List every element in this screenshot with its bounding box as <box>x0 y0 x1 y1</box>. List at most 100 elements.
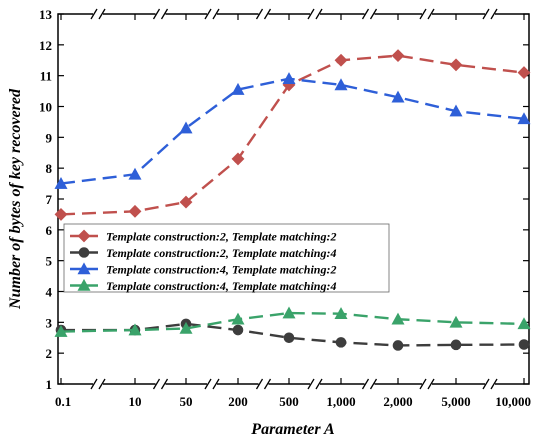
legend: Template construction:2, Template matchi… <box>63 223 390 293</box>
data-point <box>449 104 463 117</box>
data-point <box>449 58 463 72</box>
axis-break-slash <box>490 8 498 20</box>
axis-break-gap <box>155 381 166 387</box>
axis-break-slash <box>419 378 427 390</box>
axis-break-slash <box>361 378 370 390</box>
data-point <box>283 332 295 344</box>
series-4 <box>54 306 531 337</box>
data-point <box>335 337 347 348</box>
y-axis-title: Number of bytes of key recovered <box>7 88 24 310</box>
data-point <box>128 167 142 180</box>
axis-break-slash <box>263 8 272 20</box>
axis-break-gap <box>258 11 269 17</box>
axis-break-slash <box>212 378 220 390</box>
data-point <box>391 312 405 325</box>
axis-break-slash <box>204 378 212 390</box>
axis-break-gap <box>310 11 320 17</box>
data-series <box>54 49 531 351</box>
data-point <box>334 53 348 67</box>
axis-break-slash <box>482 378 490 390</box>
axis-break-slash <box>419 8 427 20</box>
data-point <box>282 72 296 85</box>
x-axis-title: Parameter A <box>250 421 335 438</box>
data-point <box>334 307 348 320</box>
x-tick-label: 200 <box>228 394 248 409</box>
legend-swatch-marker <box>77 229 91 243</box>
y-tick-label: 7 <box>46 192 53 207</box>
axis-break-slash <box>212 8 220 20</box>
axis-break-slash <box>98 378 106 390</box>
y-tick-label: 4 <box>46 285 53 300</box>
axis-break-slash <box>90 8 98 20</box>
data-point <box>517 112 531 125</box>
y-tick-label: 3 <box>46 315 53 330</box>
axis-break-slash <box>98 8 106 20</box>
axis-break-gap <box>93 11 103 17</box>
axis-breaks <box>90 8 498 390</box>
series-line <box>61 322 525 347</box>
legend-label: Template construction:2, Template matchi… <box>106 246 336 260</box>
data-point <box>179 195 193 209</box>
axis-break-gap <box>207 11 217 17</box>
axis-break-gap <box>93 381 103 387</box>
legend-label: Template construction:4, Template matchi… <box>106 279 336 293</box>
axis-break-gap <box>364 381 375 387</box>
x-tick-label: 10,000 <box>495 394 531 409</box>
axis-break-slash <box>160 378 169 390</box>
data-point <box>392 340 404 351</box>
axis-break-slash <box>369 8 378 20</box>
data-point <box>232 324 244 336</box>
axis-break-gap <box>485 381 495 387</box>
axis-break-slash <box>255 378 264 390</box>
legend-swatch-marker <box>78 247 90 258</box>
axis-break-slash <box>255 8 264 20</box>
data-point <box>450 339 462 351</box>
x-tick-label: 2,000 <box>383 394 412 409</box>
axis-ticks <box>58 13 529 385</box>
data-point <box>54 324 68 337</box>
y-tick-label: 6 <box>46 223 53 238</box>
x-tick-label: 10 <box>129 394 142 409</box>
axis-break-slash <box>427 8 435 20</box>
axis-break-slash <box>263 378 272 390</box>
axis-break-slash <box>307 8 315 20</box>
data-point <box>128 323 142 336</box>
x-tick-label: 5,000 <box>441 394 470 409</box>
axis-break-slash <box>315 378 323 390</box>
axis-break-slash <box>90 378 98 390</box>
axis-break-slash <box>152 8 161 20</box>
axis-break-slash <box>482 8 490 20</box>
axis-break-gap <box>207 381 217 387</box>
axis-break-slash <box>427 378 435 390</box>
axis-break-slash <box>315 8 323 20</box>
data-point <box>179 321 193 334</box>
x-tick-label: 50 <box>180 394 193 409</box>
y-tick-label: 5 <box>46 254 53 269</box>
axis-break-slash <box>307 378 315 390</box>
y-tick-label: 9 <box>46 130 53 145</box>
data-point <box>231 152 245 166</box>
axis-break-slash <box>152 378 161 390</box>
axis-break-slash <box>361 8 370 20</box>
y-tick-label: 12 <box>39 38 52 53</box>
x-tick-labels: 0.1 10 50 200 500 1,000 2,000 5,000 10,000 <box>55 394 531 409</box>
data-point <box>128 204 142 218</box>
data-point <box>231 82 245 95</box>
axis-break-gap <box>422 381 432 387</box>
data-point <box>179 121 193 134</box>
legend-swatch-marker <box>77 262 91 275</box>
plot-area <box>57 13 530 385</box>
axis-break-slash <box>160 8 169 20</box>
y-tick-label: 11 <box>40 69 52 84</box>
data-point <box>54 207 68 221</box>
data-point <box>231 312 245 325</box>
axis-break-gap <box>422 11 432 17</box>
y-tick-label: 2 <box>46 346 53 361</box>
legend-swatch-marker <box>77 278 91 291</box>
data-point <box>517 317 531 330</box>
axis-break-gap <box>485 11 495 17</box>
legend-label: Template construction:4, Template matchi… <box>106 263 336 277</box>
x-tick-label: 0.1 <box>55 394 71 409</box>
